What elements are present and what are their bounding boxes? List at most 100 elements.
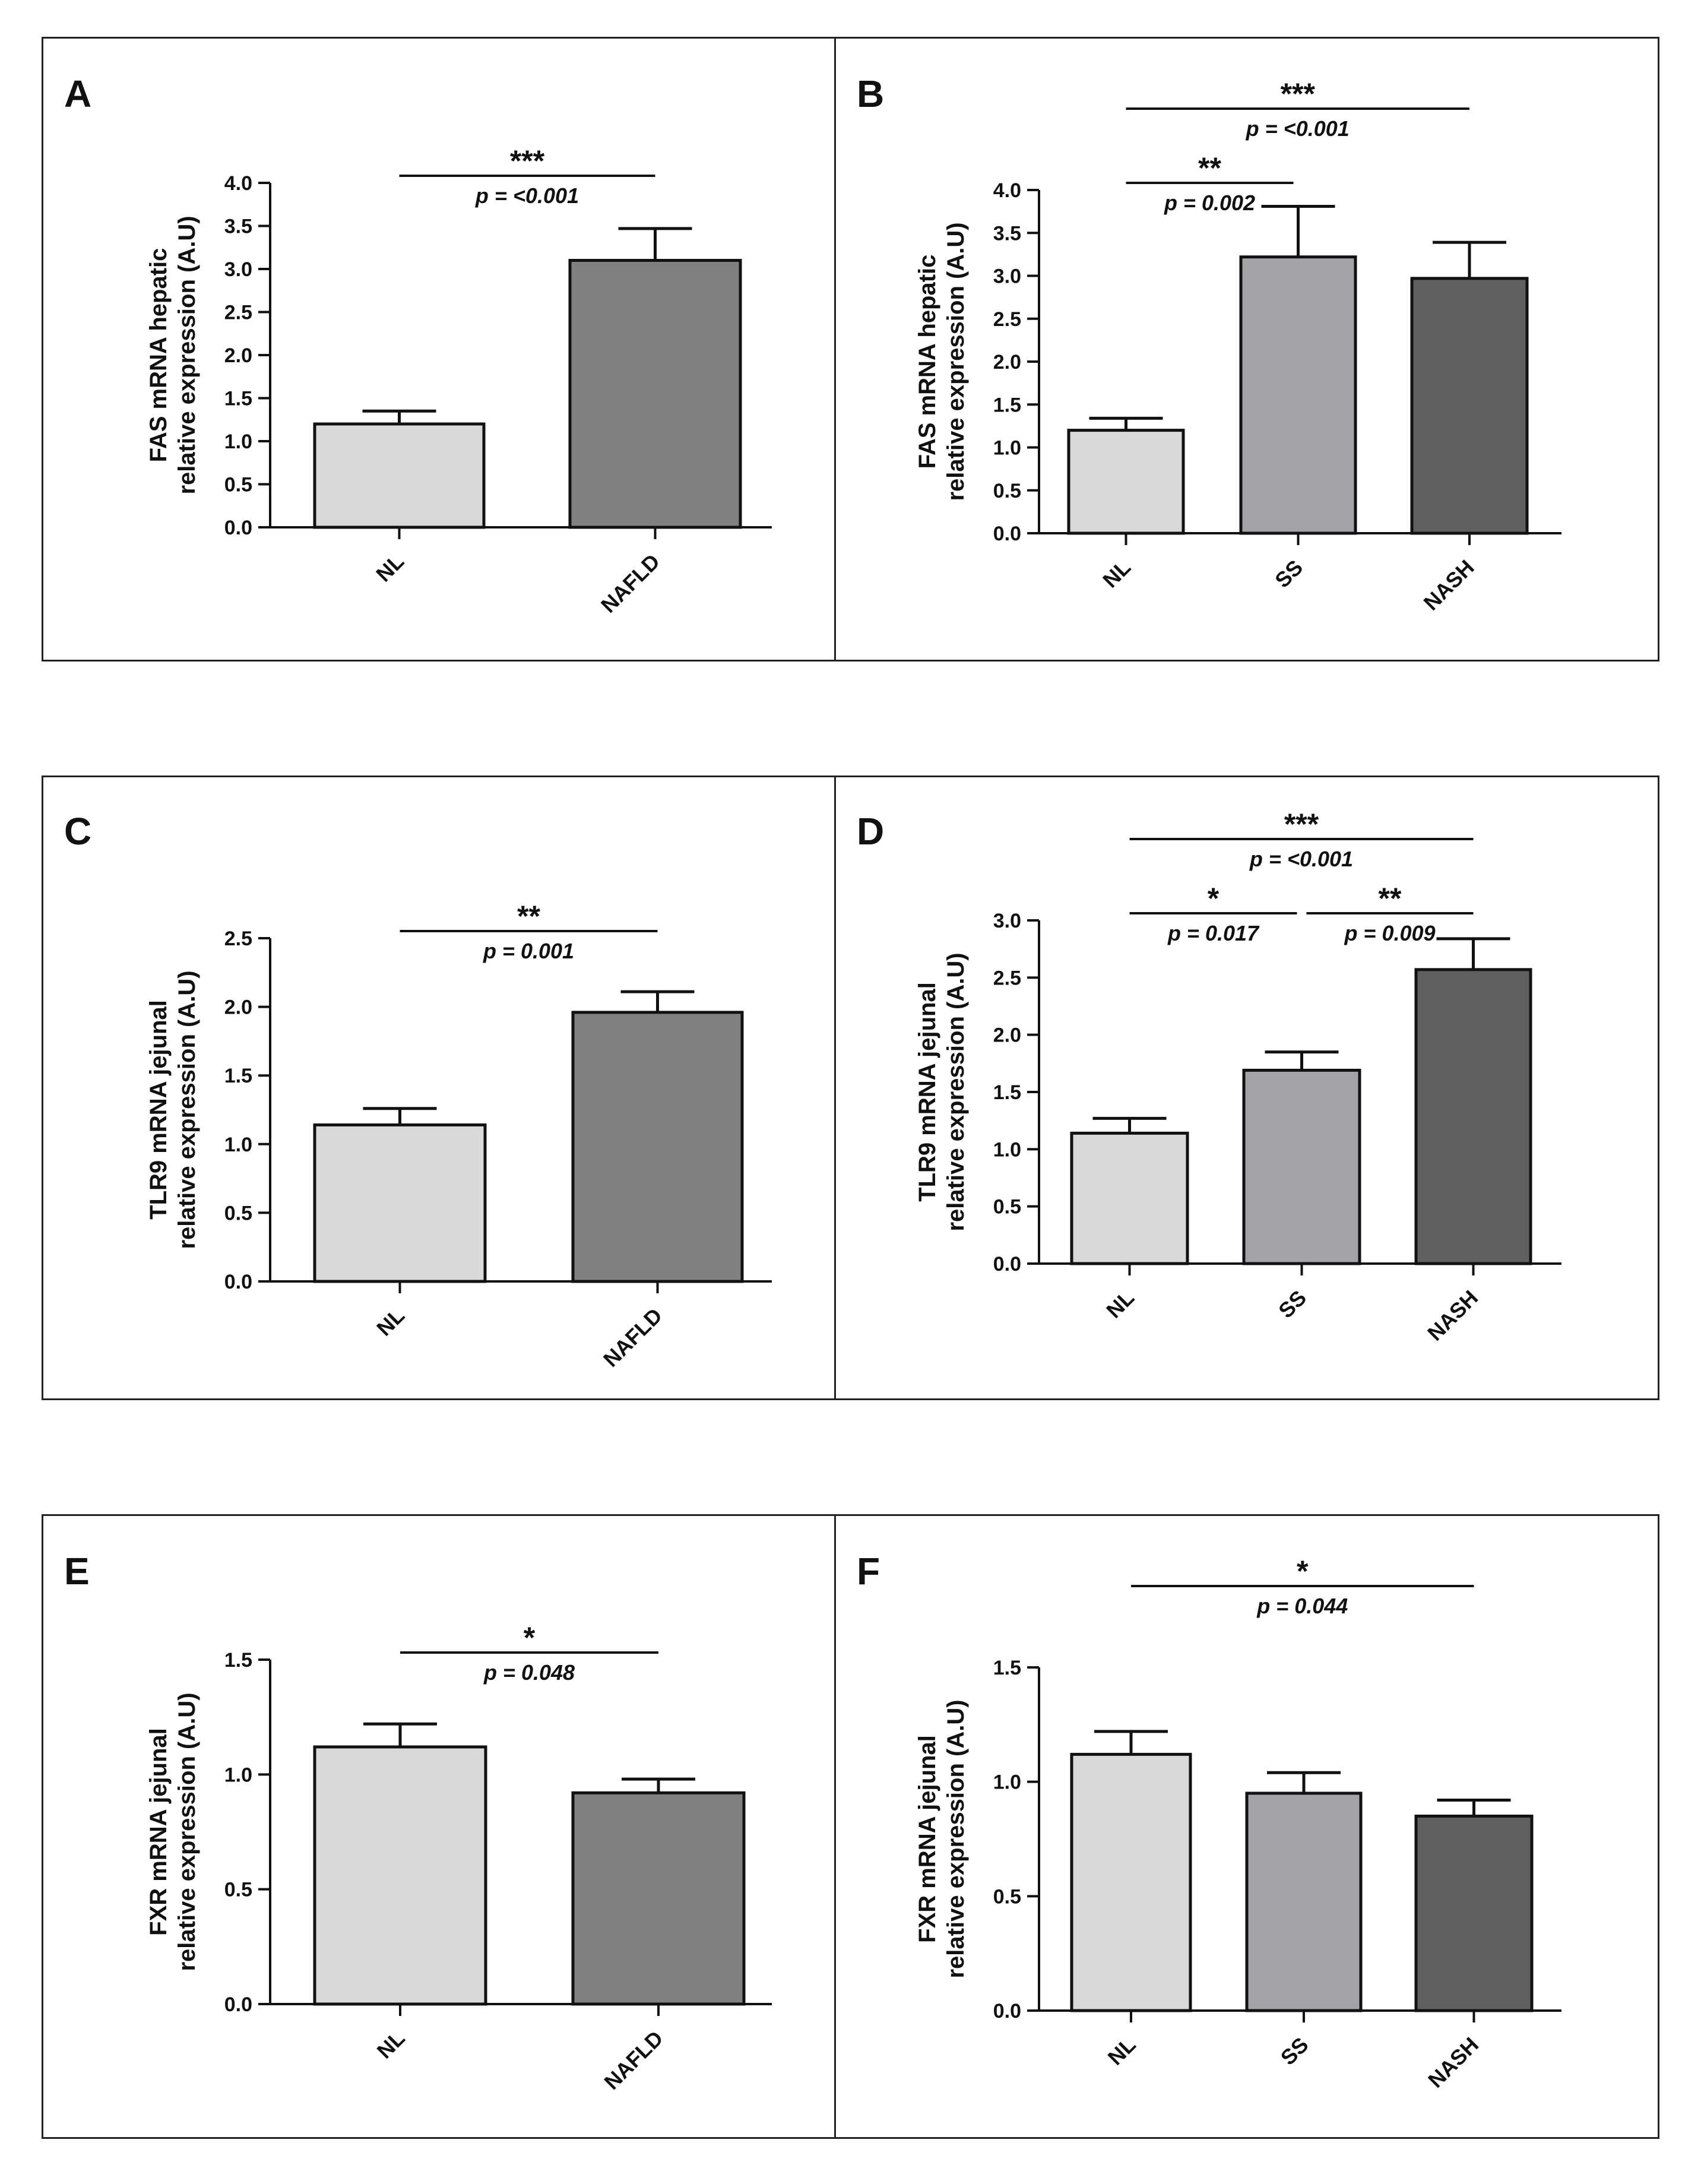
y-tick-label: 0.5 <box>224 474 252 496</box>
significance-stars: * <box>1208 882 1219 915</box>
y-tick-label: 0.5 <box>993 1885 1021 1908</box>
y-tick-label: 1.0 <box>993 437 1021 460</box>
y-axis-title: relative expression (A.U) <box>174 970 200 1249</box>
panel-label: B <box>857 72 884 115</box>
y-tick-label: 0.0 <box>993 523 1021 545</box>
y-axis-title: FAS mRNA hepatic <box>914 255 940 469</box>
bar-nl <box>1070 1131 1189 1265</box>
y-tick-label: 2.0 <box>993 351 1021 374</box>
y-axis-title: relative expression (A.U) <box>943 222 969 501</box>
y-tick-label: 1.5 <box>993 1657 1021 1679</box>
significance-stars: *** <box>1281 77 1316 110</box>
panel-f: F 0.0 0.5 1.0 1.5 FXR mRNA jejunal relative ex… <box>857 1550 1561 2093</box>
y-tick-label: 1.0 <box>993 1138 1021 1161</box>
y-tick-label: 0.5 <box>224 1879 252 1901</box>
y-axis-title: FXR mRNA jejunal <box>914 1735 940 1943</box>
significance-stars: ** <box>1379 882 1402 915</box>
y-tick-label: 1.5 <box>224 388 252 410</box>
y-axis-title: FAS mRNA hepatic <box>145 248 172 463</box>
significance-stars: ** <box>517 900 540 933</box>
bar-nl <box>1070 1752 1192 2012</box>
y-tick-label: 2.0 <box>993 1024 1021 1047</box>
panel-d: D 0.0 0.5 1.0 1.5 2.0 2.5 3.0 TLR9 mRNA jejunal r… <box>857 808 1561 1346</box>
y-tick-label: 1.0 <box>993 1771 1021 1794</box>
significance-stars: *** <box>1284 808 1319 841</box>
y-axis-title: relative expression (A.U) <box>943 952 969 1231</box>
y-axis-title: TLR9 mRNA jejunal <box>145 1000 172 1220</box>
y-tick-label: 0.0 <box>224 1271 252 1293</box>
p-value-label: p = <0.001 <box>475 183 579 208</box>
panel-divider-row-3 <box>834 1514 836 2139</box>
y-tick-label: 1.5 <box>224 1649 252 1672</box>
panel-row-2-frame <box>42 776 1659 1400</box>
y-tick-label: 1.0 <box>224 1134 252 1156</box>
y-tick-label: 3.5 <box>224 216 252 238</box>
bar-nafld <box>571 1011 744 1283</box>
significance-stars: * <box>524 1621 536 1654</box>
bar-ss <box>1245 1791 1363 2012</box>
y-tick-label: 2.0 <box>224 344 252 367</box>
significance-stars: ** <box>1198 151 1221 185</box>
panel-label: A <box>64 72 91 115</box>
panel-label: D <box>857 810 884 853</box>
p-value-label: p = 0.044 <box>1256 1594 1348 1618</box>
p-value-label: p = <0.001 <box>1246 116 1350 141</box>
p-value-label: p = 0.048 <box>483 1660 575 1685</box>
bar-nl <box>1067 429 1185 535</box>
y-tick-label: 3.0 <box>224 258 252 281</box>
y-tick-label: 0.0 <box>224 1993 252 2016</box>
bar-nash <box>1414 968 1532 1265</box>
y-tick-label: 2.0 <box>224 996 252 1019</box>
panel-label: C <box>64 810 91 853</box>
panel-label: E <box>64 1550 90 1593</box>
y-tick-label: 4.0 <box>224 172 252 195</box>
p-value-label: p = <0.001 <box>1249 847 1353 871</box>
p-value-label: p = 0.017 <box>1167 921 1260 945</box>
bar-nl <box>313 1745 487 2006</box>
panel-a: A 0.0 0.5 1.0 1.5 2.0 2.5 3.0 3.5 4.0 FAS mRNA hep… <box>64 72 772 618</box>
y-axis-title: relative expression (A.U) <box>943 1699 969 1978</box>
y-tick-label: 1.5 <box>993 1081 1021 1104</box>
y-tick-label: 0.0 <box>224 517 252 539</box>
panel-row-3-frame <box>42 1514 1659 2139</box>
y-tick-label: 0.5 <box>993 480 1021 502</box>
p-value-label: p = 0.001 <box>483 939 574 963</box>
y-tick-label: 1.0 <box>224 1764 252 1786</box>
y-tick-label: 3.0 <box>993 265 1021 288</box>
bar-ss <box>1239 255 1357 535</box>
y-tick-label: 1.5 <box>224 1065 252 1087</box>
panel-label: F <box>857 1550 880 1593</box>
bar-nash <box>1414 1814 1534 2012</box>
bar-ss <box>1242 1068 1361 1265</box>
panel-divider-row-1 <box>834 37 836 661</box>
y-tick-label: 2.5 <box>224 928 252 950</box>
y-tick-label: 2.5 <box>993 967 1021 989</box>
y-tick-label: 1.5 <box>993 394 1021 416</box>
bar-nafld <box>571 1791 746 2006</box>
significance-stars: *** <box>510 144 545 178</box>
y-axis-title: relative expression (A.U) <box>174 1692 200 1971</box>
y-axis-title: relative expression (A.U) <box>174 216 200 494</box>
y-tick-label: 2.5 <box>224 302 252 324</box>
p-value-label: p = 0.002 <box>1164 191 1255 215</box>
panel-b: B 0.0 0.5 1.0 1.5 2.0 2.5 3.0 3.5 4.0 FAS mRNA hep… <box>857 72 1561 615</box>
y-axis-title: TLR9 mRNA jejunal <box>914 982 940 1202</box>
y-axis-title: FXR mRNA jejunal <box>145 1728 172 1936</box>
y-tick-label: 3.5 <box>993 222 1021 245</box>
y-tick-label: 0.0 <box>993 1253 1021 1275</box>
y-tick-label: 2.5 <box>993 308 1021 331</box>
bar-nafld <box>568 259 742 529</box>
y-tick-label: 1.0 <box>224 431 252 453</box>
p-value-label: p = 0.009 <box>1344 921 1435 945</box>
bar-nl <box>313 422 486 529</box>
panel-row-1-frame <box>42 37 1659 661</box>
y-tick-label: 4.0 <box>993 179 1021 202</box>
y-tick-label: 3.0 <box>993 910 1021 932</box>
panel-divider-row-2 <box>834 776 836 1400</box>
y-tick-label: 0.0 <box>993 2000 1021 2022</box>
bar-nl <box>313 1123 487 1283</box>
significance-stars: * <box>1297 1555 1309 1588</box>
y-tick-label: 0.5 <box>224 1202 252 1224</box>
